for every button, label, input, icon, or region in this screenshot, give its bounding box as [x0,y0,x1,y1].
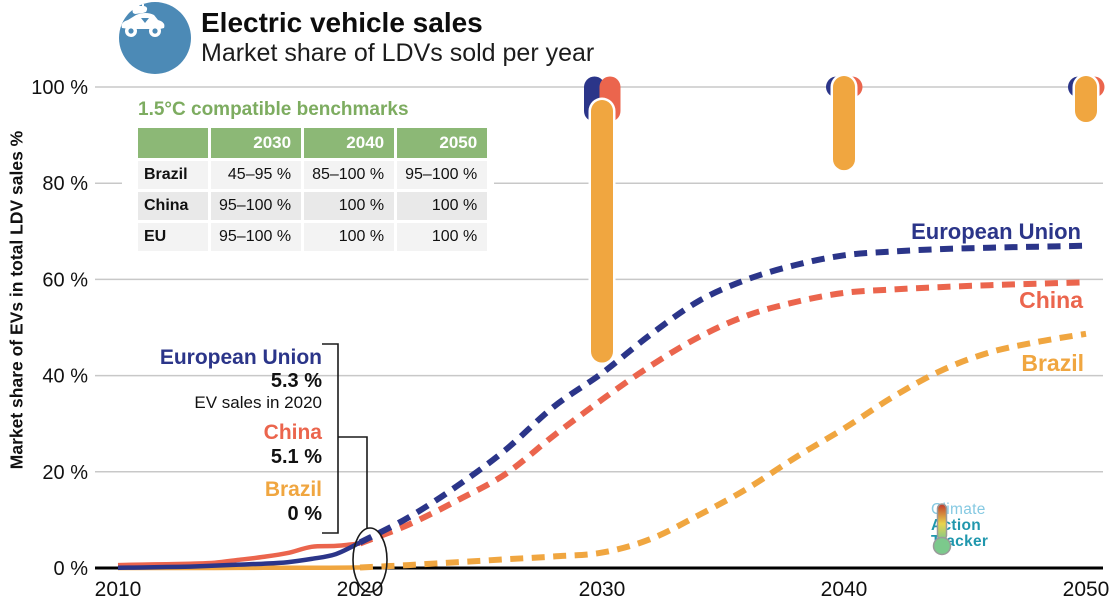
chart-title: Electric vehicle sales [201,7,483,38]
ev-car-icon [119,2,191,74]
china-2050-value: 100 % [397,192,488,220]
brazil-2050-value: 95–100 % [397,161,488,189]
row-label-eu: EU [138,223,208,251]
x-tick-label-2010: 2010 [95,578,142,601]
table-col-2050: 2050 [397,128,488,158]
callout-bracket [322,343,368,534]
benchmarks-title: 1.5°C compatible benchmarks [138,99,409,120]
callout-eu-value: 5.3 % [270,370,322,392]
line-label-brazil: Brazil [1021,350,1084,376]
climate-action-tracker-logo: Climate Action Tracker [931,502,988,556]
eu-historical-line [117,540,361,571]
y-axis-title: Market share of EVs in total LDV sales % [6,130,27,470]
y-tick-label-100: 100 % [31,77,88,99]
callout-brazil-label: Brazil [264,478,322,501]
eu-2050-value: 100 % [397,223,488,251]
table-col-2040: 2040 [304,128,395,158]
x-tick-label-2030: 2030 [579,578,626,601]
line-label-eu: European Union [911,219,1081,244]
x-tick-label-2040: 2040 [821,578,868,601]
ev-car-glyph [121,4,165,37]
row-label-china: China [138,192,208,220]
thermometer-icon [932,503,952,556]
table-row-eu: EU 95–100 % 100 % 100 % [138,223,488,251]
callout-note: EV sales in 2020 [194,393,322,412]
y-tick-label-40: 40 % [42,366,88,388]
china-2030-value: 95–100 % [211,192,302,220]
callout-eu-label: European Union [159,346,322,369]
china-historical-line [117,541,361,568]
table-corner-cell [138,128,208,158]
brazil-2040-value: 85–100 % [304,161,395,189]
y-tick-label-0: 0 % [54,558,89,580]
eu-2030-value: 95–100 % [211,223,302,251]
china-projection-line [358,279,1087,547]
benchmarks-panel: 1.5°C compatible benchmarks 2030 2040 20… [122,97,495,258]
row-label-brazil: Brazil [138,161,208,189]
table-header-row: 2030 2040 2050 [138,128,488,158]
x-tick-label-2050: 2050 [1063,578,1110,601]
table-col-2030: 2030 [211,128,302,158]
y-tick-label-20: 20 % [42,462,88,484]
table-row-china: China 95–100 % 100 % 100 % [138,192,488,220]
callout-ellipse-2020 [352,527,388,593]
chart-subtitle: Market share of LDVs sold per year [201,39,595,67]
y-tick-label-60: 60 % [42,269,88,291]
brazil-projection-line [359,330,1087,571]
brazil-2030-value: 45–95 % [211,161,302,189]
callout-brazil-value: 0 % [287,503,322,525]
x-tick-label-2020: 2020 [337,578,384,601]
line-label-china: China [1019,287,1083,313]
china-2040-value: 100 % [304,192,395,220]
callout-china-label: China [263,421,322,444]
callout-china-value: 5.1 % [270,446,322,468]
eu-projection-line [358,242,1087,546]
benchmarks-table: 2030 2040 2050 Brazil 45–95 % 85–100 % 9… [135,125,490,254]
eu-2040-value: 100 % [304,223,395,251]
y-tick-label-80: 80 % [42,173,88,195]
table-row-brazil: Brazil 45–95 % 85–100 % 95–100 % [138,161,488,189]
